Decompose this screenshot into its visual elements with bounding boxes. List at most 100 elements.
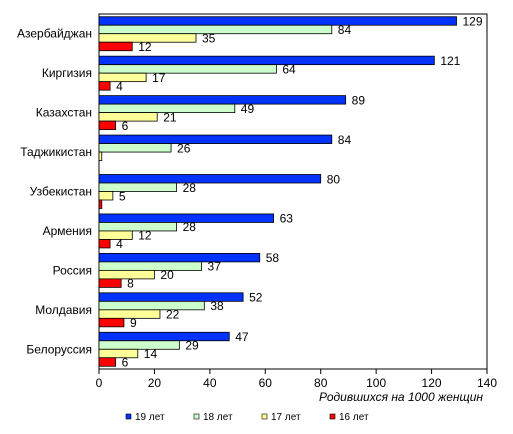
legend-label: 17 лет [271, 412, 301, 423]
bar [98, 33, 197, 43]
data-label: 52 [249, 291, 263, 305]
bar [98, 230, 133, 240]
category-label: Казахстан [36, 106, 92, 120]
legend-swatch [193, 413, 200, 420]
data-label: 28 [183, 181, 197, 195]
x-tick-label: 20 [148, 376, 162, 390]
category-label: Белоруссия [26, 342, 92, 356]
x-tick-label: 140 [477, 376, 497, 390]
legend-swatch [329, 413, 336, 420]
data-label: 14 [144, 347, 158, 361]
x-axis: 0 20 40 60 80 100 120 140 [96, 369, 497, 390]
data-label: 22 [166, 308, 180, 322]
data-label: 37 [208, 260, 222, 274]
legend-label: 18 лет [203, 412, 233, 423]
data-label: 80 [327, 172, 341, 186]
bar [98, 331, 230, 342]
bar [98, 134, 333, 144]
bars-layer [98, 16, 457, 367]
data-label: 89 [352, 93, 366, 107]
bar [98, 269, 155, 280]
bar [98, 261, 202, 271]
bar [98, 41, 133, 52]
legend-label: 16 лет [339, 412, 369, 423]
data-label: 21 [163, 110, 177, 124]
bar [98, 357, 117, 367]
category-label: Таджикистан [20, 145, 92, 159]
data-label: 63 [280, 212, 294, 226]
x-tick-label: 60 [259, 376, 273, 390]
legend-label: 19 лет [135, 412, 165, 423]
data-label: 58 [266, 251, 280, 265]
bar [98, 309, 161, 319]
x-tick-label: 100 [366, 376, 386, 390]
data-label: 17 [152, 71, 166, 85]
data-label: 84 [338, 23, 352, 37]
bar [98, 182, 177, 192]
bar [98, 143, 172, 153]
bar [98, 16, 457, 26]
legend-swatch [261, 413, 268, 420]
bar [98, 252, 261, 263]
data-label: 8 [127, 277, 134, 291]
category-label: Киргизия [42, 66, 92, 80]
bar [98, 81, 111, 91]
bar [98, 199, 103, 209]
category-label: Армения [43, 224, 92, 238]
data-label: 47 [235, 330, 249, 344]
bar [98, 222, 177, 232]
data-label: 35 [202, 31, 216, 45]
data-label: 26 [177, 141, 191, 155]
bar [98, 340, 180, 350]
x-tick-label: 0 [96, 376, 103, 390]
data-label: 64 [282, 62, 296, 76]
bar [98, 95, 347, 105]
x-tick-label: 40 [203, 376, 217, 390]
data-label: 9 [130, 316, 137, 330]
data-label: 12 [138, 229, 152, 243]
data-label: 49 [241, 102, 255, 116]
data-label: 4 [116, 237, 123, 251]
bar [98, 317, 125, 328]
legend-swatch [125, 413, 132, 420]
data-label: 121 [440, 54, 460, 68]
bar [98, 112, 158, 122]
data-label: 29 [185, 339, 199, 353]
category-label: Россия [53, 263, 92, 277]
bar [98, 348, 139, 359]
x-tick-label: 120 [422, 376, 442, 390]
bar [98, 151, 103, 161]
legend: 19 лет 18 лет 17 лет 16 лет [125, 412, 369, 423]
bar [98, 300, 205, 311]
bar [98, 103, 236, 114]
category-label: Узбекистан [30, 185, 92, 199]
bar [98, 239, 111, 249]
data-label: 129 [463, 14, 483, 28]
bar [98, 72, 147, 83]
x-tick-label: 80 [314, 376, 328, 390]
category-label: Азербайджан [17, 27, 92, 41]
bar [98, 120, 117, 131]
data-label: 5 [119, 189, 126, 203]
bar [98, 64, 277, 74]
category-labels-layer: Азербайджан Киргизия Казахстан Таджикистан У… [17, 27, 92, 357]
category-label: Молдавия [35, 303, 92, 317]
data-label: 4 [116, 79, 123, 93]
data-label: 6 [122, 356, 129, 370]
bar [98, 24, 333, 35]
data-label: 38 [210, 299, 224, 313]
data-label: 6 [122, 119, 129, 133]
data-label: 12 [138, 40, 152, 54]
bar [98, 213, 275, 223]
bar [98, 191, 114, 201]
data-label: 28 [183, 220, 197, 234]
bar [98, 174, 322, 184]
bar [98, 278, 122, 288]
data-label: 84 [338, 133, 352, 147]
x-axis-title: Родившихся на 1000 женщин [319, 390, 483, 404]
value-labels-layer: 1298435121216417489492168426802856328124… [116, 14, 483, 369]
data-label: 20 [160, 268, 174, 282]
bar [98, 55, 435, 66]
